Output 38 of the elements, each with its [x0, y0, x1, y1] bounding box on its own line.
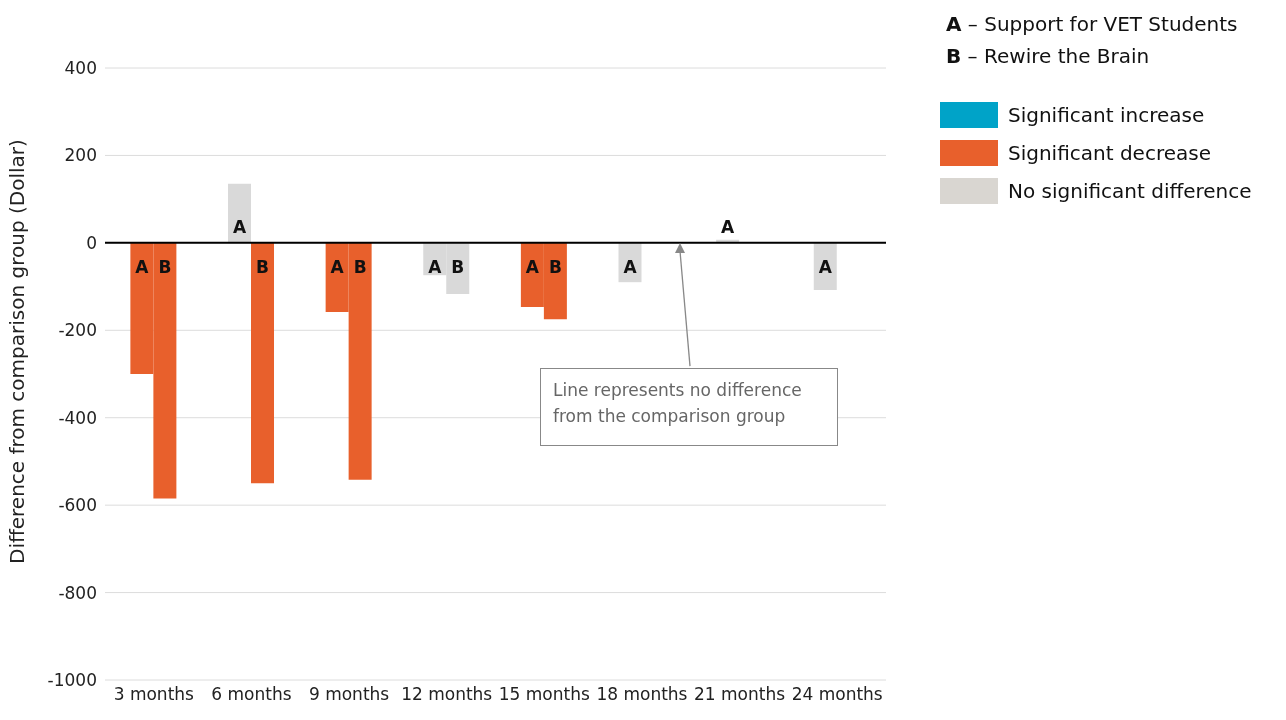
- y-tick-label: -600: [58, 495, 97, 516]
- annotation: Line represents no difference from the comparison group: [540, 368, 838, 446]
- bar: [251, 242, 275, 484]
- bar: [228, 183, 252, 243]
- text: A: [623, 256, 637, 277]
- y-tick-label: -800: [58, 582, 97, 603]
- y-tick-label: -400: [58, 407, 97, 428]
- x-tick-label: 12 months: [401, 684, 493, 705]
- text: A – Support for VET Students: [946, 11, 1238, 38]
- text: Significant increase: [1008, 103, 1205, 127]
- x-tick-label: 21 months: [694, 684, 786, 705]
- text: B: [256, 256, 269, 277]
- x-tick-label: 9 months: [308, 684, 390, 705]
- text: B: [548, 256, 562, 277]
- x-tick-label: 6 months: [211, 684, 292, 705]
- x-tick-label: 24 months: [791, 684, 883, 705]
- text: A: [818, 256, 832, 277]
- text: A: [330, 256, 344, 277]
- series-label: A: [428, 256, 443, 277]
- text: B: [353, 256, 367, 277]
- y-tick-label: -1000: [47, 670, 97, 691]
- y-tick-label: 200: [64, 145, 97, 166]
- text: No significant difference: [1008, 179, 1252, 203]
- y-tick-label: 400: [64, 58, 97, 79]
- y-axis-title: Difference from comparison group (Dollar): [5, 139, 30, 564]
- x-tick-label: 18 months: [596, 684, 688, 705]
- text: B: [451, 256, 465, 277]
- text: A: [232, 216, 247, 237]
- x-tick-label: 3 months: [113, 684, 195, 705]
- text: A: [135, 256, 149, 277]
- y-tick-label: 0: [86, 232, 97, 253]
- text: B – Rewire the Brain: [946, 43, 1151, 70]
- text: Significant decrease: [1008, 141, 1211, 165]
- y-tick-label: -200: [58, 320, 97, 341]
- text: A: [721, 216, 735, 237]
- x-tick-label: 15 months: [498, 684, 590, 705]
- series-label: B: [158, 256, 172, 277]
- text: A: [525, 256, 539, 277]
